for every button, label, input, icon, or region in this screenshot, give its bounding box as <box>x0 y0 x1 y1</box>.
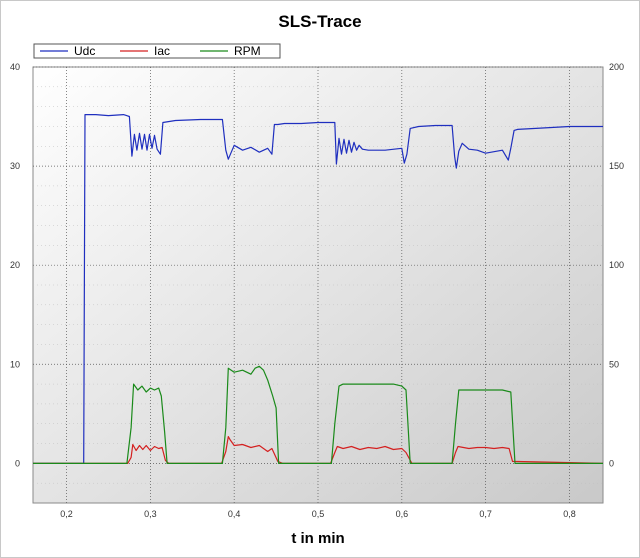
x-tick-label: 0,5 <box>312 509 325 519</box>
y-tick-label-left: 40 <box>10 62 20 72</box>
x-tick-label: 0,7 <box>479 509 492 519</box>
series-layer <box>33 113 604 464</box>
y-tick-label-right: 200 <box>609 62 624 72</box>
grid <box>33 66 603 503</box>
legend: Udc Iac RPM <box>33 43 281 59</box>
x-tick-label: 0,4 <box>228 509 241 519</box>
legend-label-rpm: RPM <box>234 44 261 58</box>
y-tick-label-right: 0 <box>609 458 614 468</box>
legend-label-udc: Udc <box>74 44 95 58</box>
legend-box <box>33 43 281 59</box>
x-tick-label: 0,8 <box>563 509 576 519</box>
x-axis-label: t in min <box>291 530 344 547</box>
y-tick-label-right: 150 <box>609 161 624 171</box>
y-tick-label-right: 100 <box>609 260 624 270</box>
series-line-udc <box>33 113 603 464</box>
axes: 0 10 20 30 40 0 50 100 150 200 0,2 0,3 0,4 0,5 0,6 0,7 0… <box>10 62 624 519</box>
series-line-iac <box>33 436 604 464</box>
chart-title: SLS-Trace <box>278 12 361 31</box>
y-tick-label-left: 30 <box>10 161 20 171</box>
x-tick-label: 0,6 <box>396 509 409 519</box>
y-tick-label-left: 0 <box>15 458 20 468</box>
x-tick-label: 0,2 <box>60 509 73 519</box>
legend-label-iac: Iac <box>154 44 170 58</box>
series-line-rpm <box>33 365 603 464</box>
y-tick-label-left: 10 <box>10 359 20 369</box>
y-tick-label-left: 20 <box>10 260 20 270</box>
x-tick-label: 0,3 <box>144 509 157 519</box>
y-tick-label-right: 50 <box>609 359 619 369</box>
